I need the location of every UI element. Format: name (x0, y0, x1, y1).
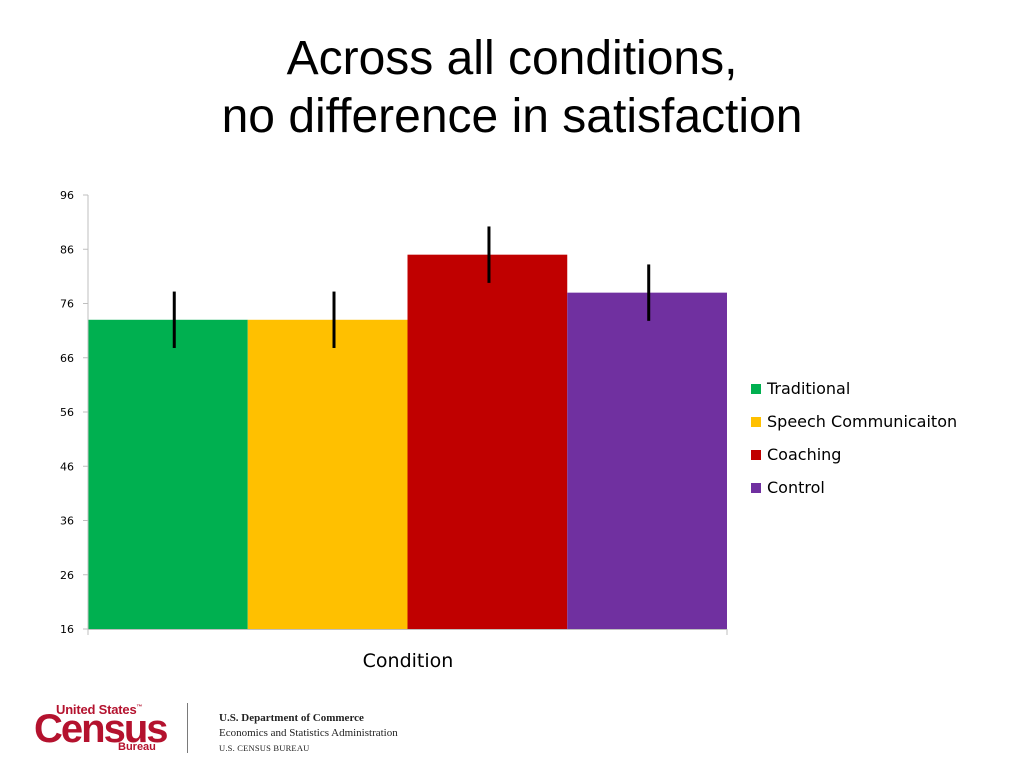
x-axis-label: Condition (362, 650, 454, 672)
slide-title: Across all conditions, no difference in … (0, 30, 1024, 146)
legend-item: Control (751, 471, 957, 504)
chart-legend: Traditional Speech Communicaiton Coaching C… (751, 372, 957, 504)
y-tick-label: 66 (60, 352, 74, 365)
footer-divider (187, 703, 188, 753)
bar-coaching (407, 254, 568, 630)
dept-line-1: U.S. Department of Commerce (219, 712, 364, 724)
logo-census: Census (34, 707, 168, 751)
legend-item: Coaching (751, 438, 957, 471)
legend-label: Speech Communicaiton (767, 412, 958, 431)
y-tick-label: 46 (60, 460, 74, 473)
y-tick-label: 26 (60, 569, 74, 582)
title-line-1: Across all conditions, (286, 32, 738, 85)
y-tick-label: 16 (60, 623, 74, 636)
department-block: U.S. Department of Commerce Economics an… (219, 711, 398, 755)
legend-item: Traditional (751, 372, 957, 405)
legend-swatch (751, 416, 761, 427)
census-bureau-logo: United States™ Census Bureau (34, 700, 168, 756)
bar-control (567, 292, 727, 629)
bar-speech-communicaiton (247, 319, 408, 629)
legend-label: Traditional (767, 379, 851, 398)
dept-line-3: U.S. CENSUS BUREAU (219, 743, 310, 753)
legend-label: Control (767, 478, 825, 497)
y-tick-label: 36 (60, 515, 74, 528)
y-tick-label: 96 (60, 189, 74, 202)
bar-traditional (88, 319, 248, 629)
y-tick-label: 56 (60, 406, 74, 419)
title-line-2: no difference in satisfaction (221, 90, 803, 143)
y-tick-label: 76 (60, 298, 74, 311)
legend-label: Coaching (767, 445, 842, 464)
logo-united-states: United States™ (56, 702, 143, 717)
legend-item: Speech Communicaiton (751, 405, 957, 438)
dept-line-2: Economics and Statistics Administration (219, 727, 398, 739)
y-tick-label: 86 (60, 243, 74, 256)
legend-swatch (751, 449, 761, 460)
logo-bureau: Bureau (118, 741, 156, 753)
legend-swatch (751, 383, 761, 394)
legend-swatch (751, 482, 761, 493)
